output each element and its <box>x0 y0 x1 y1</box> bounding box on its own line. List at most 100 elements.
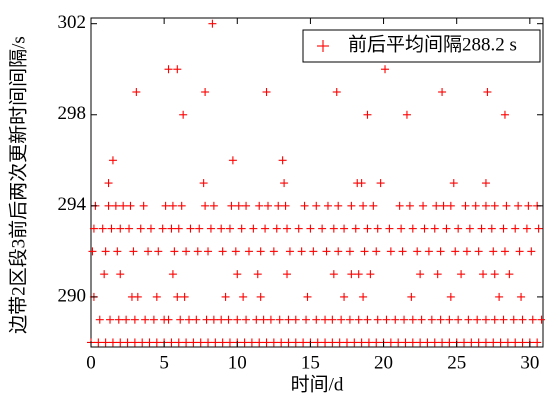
point <box>533 338 542 347</box>
point <box>481 338 490 347</box>
point <box>204 338 213 347</box>
point <box>514 201 523 210</box>
point <box>483 87 492 96</box>
point <box>511 338 520 347</box>
point <box>211 338 220 347</box>
point <box>167 338 176 347</box>
point <box>234 201 243 210</box>
point <box>500 110 509 119</box>
point <box>430 224 439 233</box>
point <box>345 315 354 324</box>
point <box>397 224 406 233</box>
point <box>126 201 135 210</box>
point <box>407 292 416 301</box>
point <box>193 247 202 256</box>
point <box>285 247 294 256</box>
point <box>423 338 432 347</box>
point <box>332 87 341 96</box>
point <box>209 201 218 210</box>
point <box>262 87 271 96</box>
point <box>152 338 161 347</box>
point <box>334 247 343 256</box>
x-tick-label: 10 <box>228 352 247 373</box>
legend: 前后平均间隔288.2 s <box>302 29 541 63</box>
point <box>439 201 448 210</box>
point <box>354 270 363 279</box>
point <box>454 224 463 233</box>
point <box>340 292 349 301</box>
point <box>402 110 411 119</box>
point <box>438 338 447 347</box>
point <box>401 338 410 347</box>
point <box>272 224 281 233</box>
point <box>394 338 403 347</box>
x-tick-label: 25 <box>447 352 466 373</box>
point <box>259 315 268 324</box>
point <box>227 201 236 210</box>
point <box>499 224 508 233</box>
point <box>363 110 372 119</box>
point <box>278 156 287 165</box>
legend-label: 前后平均间隔288.2 s <box>348 33 517 55</box>
point <box>445 315 454 324</box>
point <box>364 338 373 347</box>
point <box>253 270 262 279</box>
point <box>107 224 116 233</box>
point <box>445 338 454 347</box>
point <box>372 247 381 256</box>
point <box>481 201 490 210</box>
point <box>528 315 537 324</box>
point <box>256 292 265 301</box>
point <box>408 224 417 233</box>
point <box>233 315 242 324</box>
point <box>201 87 210 96</box>
x-tick-label: 20 <box>374 352 393 373</box>
point <box>224 315 233 324</box>
point <box>116 224 125 233</box>
point <box>449 179 458 188</box>
point <box>192 315 201 324</box>
point <box>217 315 226 324</box>
point <box>98 224 107 233</box>
point <box>505 270 514 279</box>
point <box>164 315 173 324</box>
point <box>217 224 226 233</box>
point <box>104 179 113 188</box>
point <box>474 247 483 256</box>
point <box>302 315 311 324</box>
point <box>329 270 338 279</box>
point <box>515 247 524 256</box>
point <box>161 201 170 210</box>
point <box>195 224 204 233</box>
point <box>462 247 471 256</box>
point <box>130 315 139 324</box>
point <box>196 338 205 347</box>
point <box>255 338 264 347</box>
point <box>274 201 283 210</box>
point <box>174 224 183 233</box>
point <box>357 338 366 347</box>
point <box>95 315 104 324</box>
point <box>247 338 256 347</box>
point <box>225 338 234 347</box>
point <box>436 315 445 324</box>
point <box>306 224 315 233</box>
point <box>170 247 179 256</box>
point <box>386 247 395 256</box>
point <box>164 65 173 74</box>
point <box>116 338 125 347</box>
point <box>101 338 110 347</box>
point <box>122 315 131 324</box>
point <box>199 179 208 188</box>
point <box>490 270 499 279</box>
point <box>321 338 330 347</box>
point <box>168 201 177 210</box>
point <box>291 338 300 347</box>
point <box>490 315 499 324</box>
x-tick-label: 15 <box>301 352 320 373</box>
point <box>419 201 428 210</box>
point <box>391 315 400 324</box>
point <box>130 338 139 347</box>
y-tick-label: 294 <box>58 194 87 215</box>
